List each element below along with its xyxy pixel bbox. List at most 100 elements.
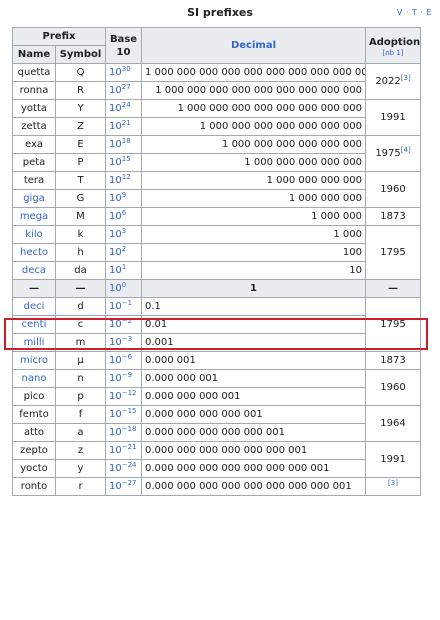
decimal-value-cell: 0.000 001: [141, 351, 366, 370]
prefix-name-cell[interactable]: micro: [12, 351, 56, 370]
decimal-value-cell: 1 000 000 000 000 000 000 000: [141, 117, 366, 136]
prefix-name-cell[interactable]: centi: [12, 315, 56, 334]
table-row: ronna R 1027 1 000 000 000 000 000 000 000 …: [12, 81, 421, 100]
prefix-name-cell: peta: [12, 153, 56, 172]
base-ten-cell[interactable]: 1021: [105, 117, 142, 136]
prefix-symbol-cell: G: [55, 189, 106, 208]
base-ten-cell[interactable]: 1012: [105, 171, 142, 190]
exponent: −2: [121, 317, 133, 325]
base-ten-cell[interactable]: 1030: [105, 63, 142, 82]
citation-link[interactable]: [3]: [388, 479, 398, 487]
exponent: −6: [121, 353, 133, 361]
base-ten-cell[interactable]: 1015: [105, 153, 142, 172]
base-label: 10: [109, 139, 122, 150]
prefix-name-cell[interactable]: deca: [12, 261, 56, 280]
prefix-name-cell[interactable]: giga: [12, 189, 56, 208]
base-label: 10: [109, 463, 122, 474]
base-ten-cell[interactable]: 100: [105, 279, 142, 298]
base-ten-cell[interactable]: 1018: [105, 135, 142, 154]
base-label: 10: [109, 175, 122, 186]
adoption-year-cell: 1991: [365, 99, 421, 136]
prefix-name-cell[interactable]: deci: [12, 297, 56, 316]
prefix-symbol-cell: p: [55, 387, 106, 406]
exponent: 24: [121, 101, 131, 109]
base-ten-cell[interactable]: 10−9: [105, 369, 142, 388]
base-ten-cell[interactable]: 10−6: [105, 351, 142, 370]
base-ten-cell[interactable]: 103: [105, 225, 142, 244]
header-decimal[interactable]: Decimal: [141, 27, 366, 64]
base-ten-cell[interactable]: 10−18: [105, 423, 142, 442]
base-ten-cell[interactable]: 1024: [105, 99, 142, 118]
header-adoption-label: Adoption: [369, 36, 421, 48]
exponent: 6: [121, 209, 127, 217]
base-ten-cell[interactable]: 10−21: [105, 441, 142, 460]
base-ten-cell[interactable]: 102: [105, 243, 142, 262]
table-row: quetta Q 1030 1 000 000 000 000 000 000 000…: [12, 63, 421, 100]
prefix-name-cell[interactable]: mega: [12, 207, 56, 226]
adoption-year: 2022: [375, 76, 401, 87]
table-row: hecto h 102 100: [12, 243, 421, 262]
base-ten-cell[interactable]: 1027: [105, 81, 142, 100]
exponent: 2: [121, 245, 127, 253]
adoption-note-link[interactable]: [nb 1]: [382, 48, 404, 57]
prefix-name-cell[interactable]: milli: [12, 333, 56, 352]
decimal-value-cell: 10: [141, 261, 366, 280]
prefix-name-cell: ronto: [12, 477, 56, 496]
adoption-year-cell: —: [365, 279, 421, 298]
decimal-value-cell: 1 000 000 000 000 000 000: [141, 135, 366, 154]
table-row: pico p 10−12 0.000 000 000 001: [12, 387, 421, 406]
base-ten-cell[interactable]: 10−3: [105, 333, 142, 352]
decimal-value-cell: 1 000 000: [141, 207, 366, 226]
exponent: 9: [121, 191, 127, 199]
exponent: −1: [121, 299, 133, 307]
base-label: 10: [109, 67, 122, 78]
exponent: −12: [121, 389, 137, 397]
prefix-name-cell: zetta: [12, 117, 56, 136]
base-ten-cell[interactable]: 10−12: [105, 387, 142, 406]
exponent: −3: [121, 335, 133, 343]
adoption-year: 1975: [375, 148, 401, 159]
base-ten-cell[interactable]: 10−1: [105, 297, 142, 316]
prefix-symbol-cell: P: [55, 153, 106, 172]
adoption-year: 1964: [380, 418, 406, 429]
table-row: micro μ 10−6 0.000 001 1873: [12, 351, 421, 370]
prefix-symbol-cell: E: [55, 135, 106, 154]
base-ten-cell[interactable]: 10−27: [105, 477, 142, 496]
table-title-bar: SI prefixes V · T · E: [0, 0, 440, 26]
exponent: 18: [121, 137, 131, 145]
citation-link[interactable]: [4]: [400, 146, 411, 154]
base-label: 10: [109, 229, 122, 240]
base-ten-cell[interactable]: 10−2: [105, 315, 142, 334]
decimal-value-cell: 0.000 000 000 000 000 000 001: [141, 441, 366, 460]
base-ten-cell[interactable]: 109: [105, 189, 142, 208]
prefix-name-cell[interactable]: kilo: [12, 225, 56, 244]
base-ten-cell[interactable]: 106: [105, 207, 142, 226]
adoption-year: 1873: [380, 355, 406, 366]
prefix-name-cell: —: [12, 279, 56, 298]
prefix-symbol-cell: —: [55, 279, 106, 298]
prefix-symbol-cell: d: [55, 297, 106, 316]
base-label: 10: [109, 103, 122, 114]
table-row: yocto y 10−24 0.000 000 000 000 000 000 000…: [12, 459, 421, 478]
decimal-value-cell: 0.001: [141, 333, 366, 352]
prefix-name-cell[interactable]: nano: [12, 369, 56, 388]
prefix-symbol-cell: a: [55, 423, 106, 442]
base-ten-cell[interactable]: 10−24: [105, 459, 142, 478]
adoption-year-cell: 1960: [365, 369, 421, 406]
navbox-links[interactable]: V · T · E: [396, 8, 432, 17]
decimal-value-cell: 0.000 000 000 000 001: [141, 405, 366, 424]
adoption-year-cell: 1975[4]: [365, 135, 421, 172]
table-row: deca da 101 10: [12, 261, 421, 280]
base-ten-cell[interactable]: 101: [105, 261, 142, 280]
prefix-name-cell: zepto: [12, 441, 56, 460]
prefix-symbol-cell: M: [55, 207, 106, 226]
citation-link[interactable]: [3]: [400, 74, 411, 82]
adoption-year-cell: 1873: [365, 207, 421, 226]
table-row: peta P 1015 1 000 000 000 000 000: [12, 153, 421, 172]
adoption-year: 1795: [380, 319, 406, 330]
table-row: — —100 1—: [12, 279, 421, 298]
base-ten-cell[interactable]: 10−15: [105, 405, 142, 424]
prefix-name-cell: yocto: [12, 459, 56, 478]
prefix-name-cell[interactable]: hecto: [12, 243, 56, 262]
